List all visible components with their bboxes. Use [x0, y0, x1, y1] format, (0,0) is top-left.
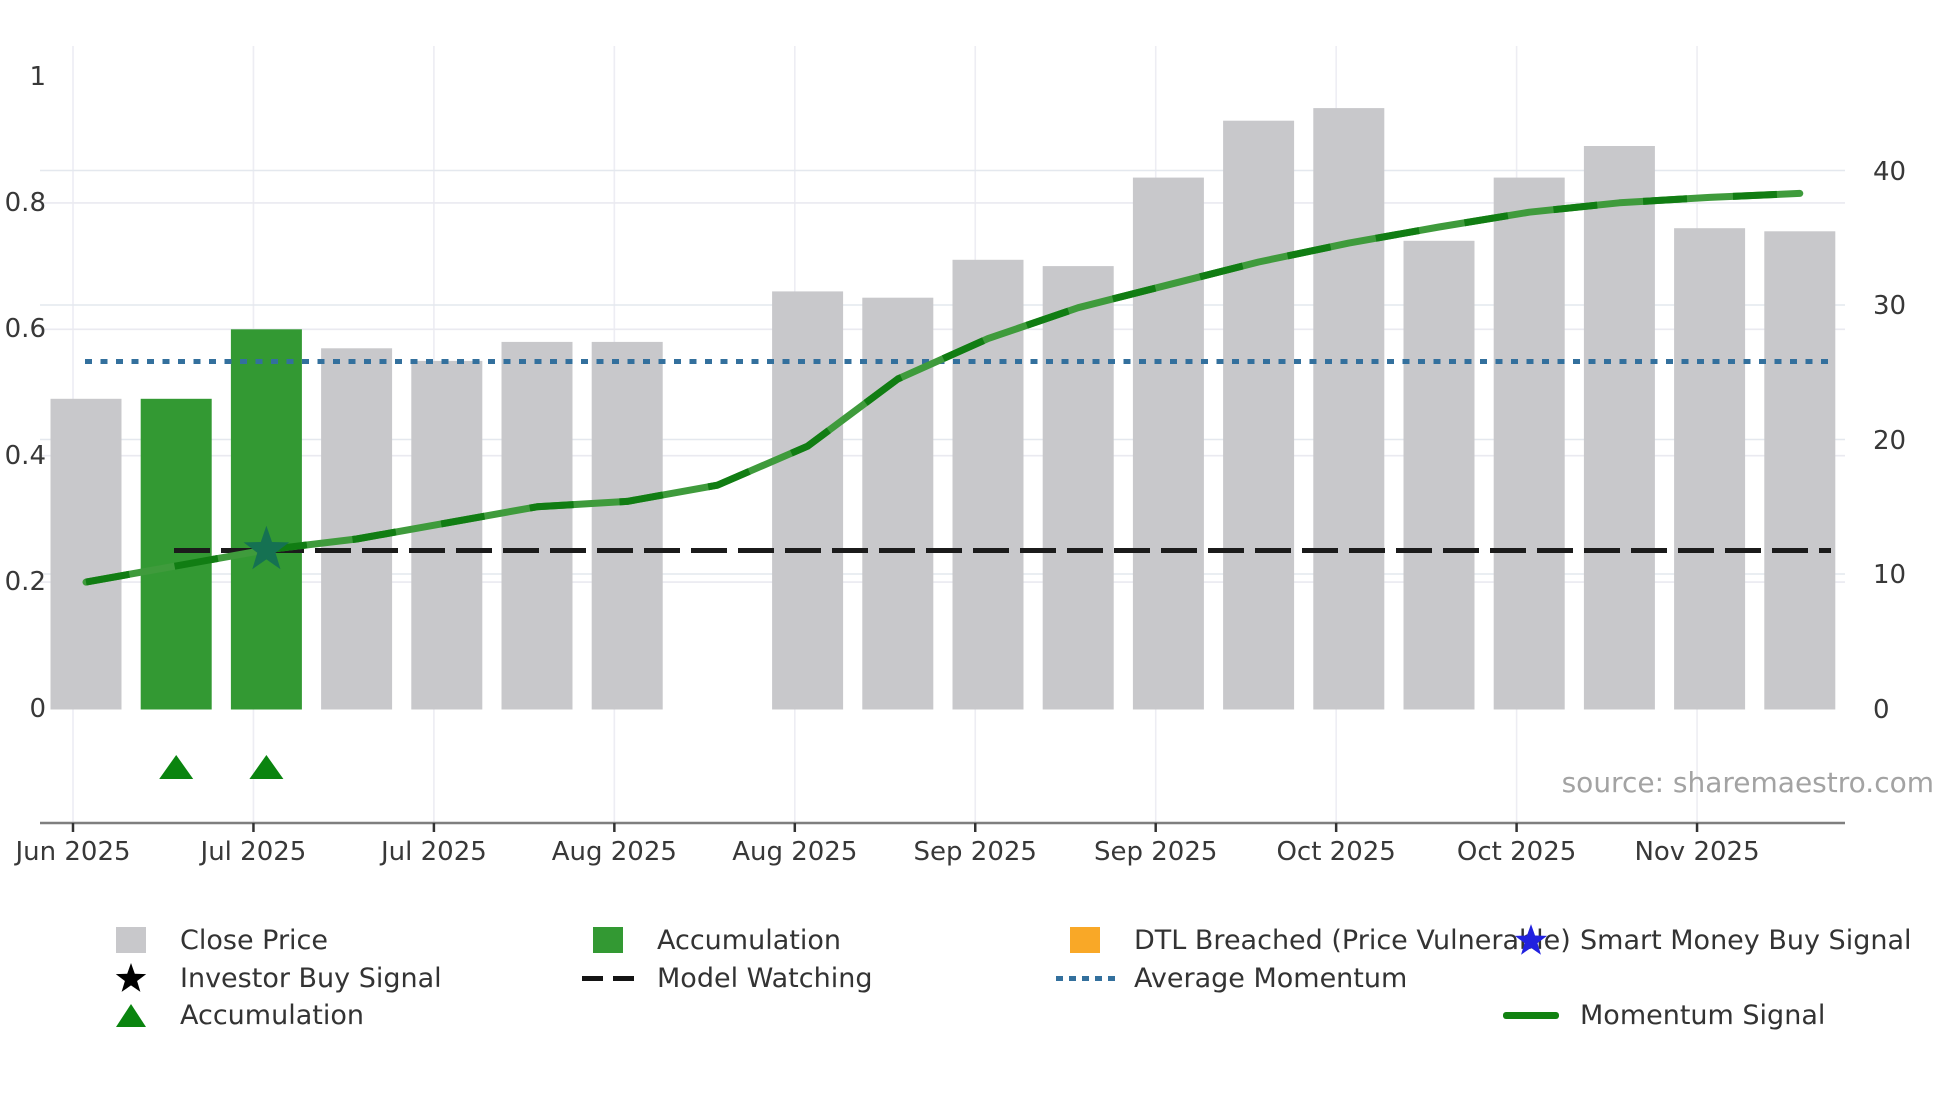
accumulation-bar — [140, 398, 212, 710]
accumulation-swatch-icon — [577, 927, 639, 953]
close-price-bar — [952, 259, 1024, 710]
accumulation-triangle-marker — [249, 755, 284, 779]
left-axis-tick-label: 1 — [29, 61, 46, 92]
x-tick-label: Aug 2025 — [732, 837, 858, 867]
right-axis-tick-label: 40 — [1873, 156, 1907, 187]
left-axis-tick-label: 0.2 — [4, 567, 46, 598]
x-tick-label: Sep 2025 — [1093, 837, 1218, 867]
black-star-icon — [100, 962, 162, 994]
left-axis-tick-label: 0.6 — [4, 314, 46, 345]
close-price-bar — [50, 398, 122, 710]
legend-item-average-momentum: Average Momentum — [1054, 959, 1407, 997]
close-price-swatch-icon — [100, 927, 162, 953]
legend-label: Accumulation — [180, 999, 364, 1031]
legend-label: Close Price — [180, 924, 328, 956]
right-axis-tick-label: 30 — [1873, 291, 1907, 321]
legend-item-dtl-breached: DTL Breached (Price Vulnerable) — [1054, 921, 1571, 959]
right-axis-tick-label: 10 — [1873, 560, 1907, 590]
close-price-bar — [321, 348, 393, 710]
close-price-bar — [411, 360, 483, 710]
x-tick-label: Jul 2025 — [380, 837, 487, 867]
accumulation-bar — [230, 329, 302, 710]
close-price-bar — [1223, 120, 1295, 710]
momentum-signal-line-dashes — [85, 189, 1800, 586]
legend-item-model-watching: Model Watching — [577, 959, 872, 997]
legend-label: Average Momentum — [1134, 962, 1408, 994]
close-price-bar — [772, 291, 844, 710]
close-price-bar — [1403, 240, 1475, 710]
legend-item-investor-buy-signal: Investor Buy Signal — [100, 959, 442, 997]
legend-label: Accumulation — [657, 924, 841, 956]
black-dashed-line-icon — [577, 975, 639, 981]
accumulation-triangle-marker — [159, 755, 194, 779]
legend-label: Model Watching — [657, 962, 873, 994]
close-price-bar — [501, 341, 573, 710]
close-price-bar — [1583, 146, 1655, 710]
x-tick-label: Aug 2025 — [551, 837, 677, 867]
blue-star-icon — [1500, 923, 1562, 957]
legend-item-close-price: Close Price — [100, 921, 328, 959]
close-price-bar — [1674, 228, 1746, 710]
x-tick-label: Jun 2025 — [15, 837, 131, 867]
legend-item-smart-money-buy-signal: Smart Money Buy Signal — [1500, 921, 1912, 959]
close-price-bar — [1764, 231, 1836, 710]
x-tick-label: Oct 2025 — [1276, 837, 1396, 867]
right-axis-tick-label: 20 — [1873, 425, 1907, 456]
x-tick-label: Sep 2025 — [913, 837, 1037, 867]
source-note: source: sharemaestro.com — [1561, 766, 1934, 799]
right-axis-tick-label: 0 — [1873, 694, 1890, 725]
orange-swatch-icon — [1054, 927, 1116, 953]
blue-dotted-line-icon — [1054, 975, 1116, 981]
x-tick-label: Jul 2025 — [200, 837, 307, 867]
left-axis-tick-label: 0 — [29, 693, 46, 724]
legend-item-accumulation-bar: Accumulation — [577, 921, 841, 959]
left-axis-tick-label: 0.4 — [4, 440, 46, 471]
legend-label: DTL Breached (Price Vulnerable) — [1134, 924, 1571, 956]
legend-label: Smart Money Buy Signal — [1580, 924, 1912, 956]
close-price-bar — [1042, 266, 1114, 710]
green-triangle-icon — [100, 1000, 162, 1030]
left-axis-tick-label: 0.8 — [4, 187, 46, 218]
legend-label: Momentum Signal — [1580, 999, 1826, 1031]
green-line-icon — [1500, 1011, 1562, 1019]
close-price-bar — [591, 341, 663, 710]
legend-item-accumulation-triangle: Accumulation — [100, 996, 364, 1034]
legend-label: Investor Buy Signal — [180, 962, 442, 994]
legend-item-momentum-signal: Momentum Signal — [1500, 996, 1825, 1034]
x-tick-label: Oct 2025 — [1456, 837, 1577, 867]
x-tick-label: Nov 2025 — [1634, 837, 1760, 867]
close-price-bar — [1132, 177, 1204, 710]
investor-buy-signal-star — [243, 525, 290, 570]
close-price-bar — [1493, 177, 1565, 710]
close-price-bar — [1313, 108, 1385, 710]
